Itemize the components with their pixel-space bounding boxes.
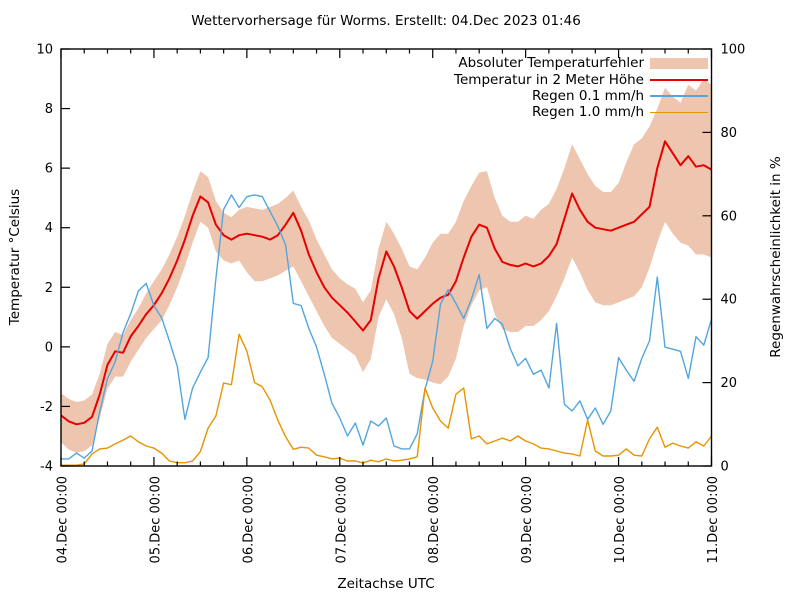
x-tick-label: 07.Dec 00:00 bbox=[334, 476, 349, 563]
left-tick-label: -4 bbox=[40, 460, 53, 475]
x-axis-title: Zeitachse UTC bbox=[337, 576, 435, 592]
legend: Absoluter Temperaturfehler Temperatur in… bbox=[454, 55, 708, 121]
error-band-area bbox=[61, 78, 712, 453]
left-tick-label: 6 bbox=[45, 162, 53, 177]
right-tick-label: 80 bbox=[721, 126, 738, 141]
rain-10-line bbox=[61, 333, 712, 466]
series-layer bbox=[61, 78, 712, 466]
x-tick-label: 09.Dec 00:00 bbox=[520, 476, 535, 563]
legend-item-error-band: Absoluter Temperaturfehler bbox=[454, 55, 708, 71]
temperature-line bbox=[61, 140, 712, 426]
right-tick-label: 60 bbox=[721, 209, 738, 224]
x-tick-label: 04.Dec 00:00 bbox=[56, 476, 71, 563]
left-tick-label: 8 bbox=[45, 102, 53, 117]
legend-item-rain-01: Regen 0.1 mm/h bbox=[454, 88, 708, 104]
x-tick-label: 05.Dec 00:00 bbox=[148, 476, 163, 563]
right-tick-label: 100 bbox=[721, 43, 746, 58]
temperature-line-swatch-icon bbox=[650, 78, 708, 81]
axis-tick-labels: 04.Dec 00:00 05.Dec 00:00 06.Dec 00:00 07.D… bbox=[36, 43, 745, 564]
rain-10-line-swatch-icon bbox=[650, 111, 708, 114]
error-band-swatch-icon bbox=[650, 57, 708, 69]
legend-label-error-band: Absoluter Temperaturfehler bbox=[458, 55, 644, 72]
chart-title: Wettervorhersage für Worms. Erstellt: 04… bbox=[191, 13, 581, 29]
left-tick-label: -2 bbox=[40, 400, 53, 415]
legend-item-rain-10: Regen 1.0 mm/h bbox=[454, 104, 708, 120]
rain-01-line bbox=[61, 194, 712, 460]
legend-label-rain-01: Regen 0.1 mm/h bbox=[532, 87, 644, 104]
legend-label-rain-10: Regen 1.0 mm/h bbox=[532, 104, 644, 121]
x-tick-label: 11.Dec 00:00 bbox=[706, 476, 721, 563]
right-tick-label: 20 bbox=[721, 376, 738, 391]
legend-item-temperature: Temperatur in 2 Meter Höhe bbox=[454, 71, 708, 88]
left-tick-label: 10 bbox=[36, 43, 53, 58]
left-tick-label: 2 bbox=[45, 281, 53, 296]
x-tick-label: 10.Dec 00:00 bbox=[613, 476, 628, 563]
right-tick-label: 0 bbox=[721, 460, 729, 475]
right-tick-label: 40 bbox=[721, 293, 738, 308]
x-tick-label: 08.Dec 00:00 bbox=[427, 476, 442, 563]
x-tick-label: 06.Dec 00:00 bbox=[241, 476, 256, 563]
left-tick-label: 4 bbox=[45, 221, 53, 236]
left-tick-label: 0 bbox=[45, 340, 53, 355]
rain-01-line-swatch-icon bbox=[650, 95, 708, 97]
legend-label-temperature: Temperatur in 2 Meter Höhe bbox=[454, 71, 644, 88]
axis-ticks bbox=[60, 48, 713, 467]
